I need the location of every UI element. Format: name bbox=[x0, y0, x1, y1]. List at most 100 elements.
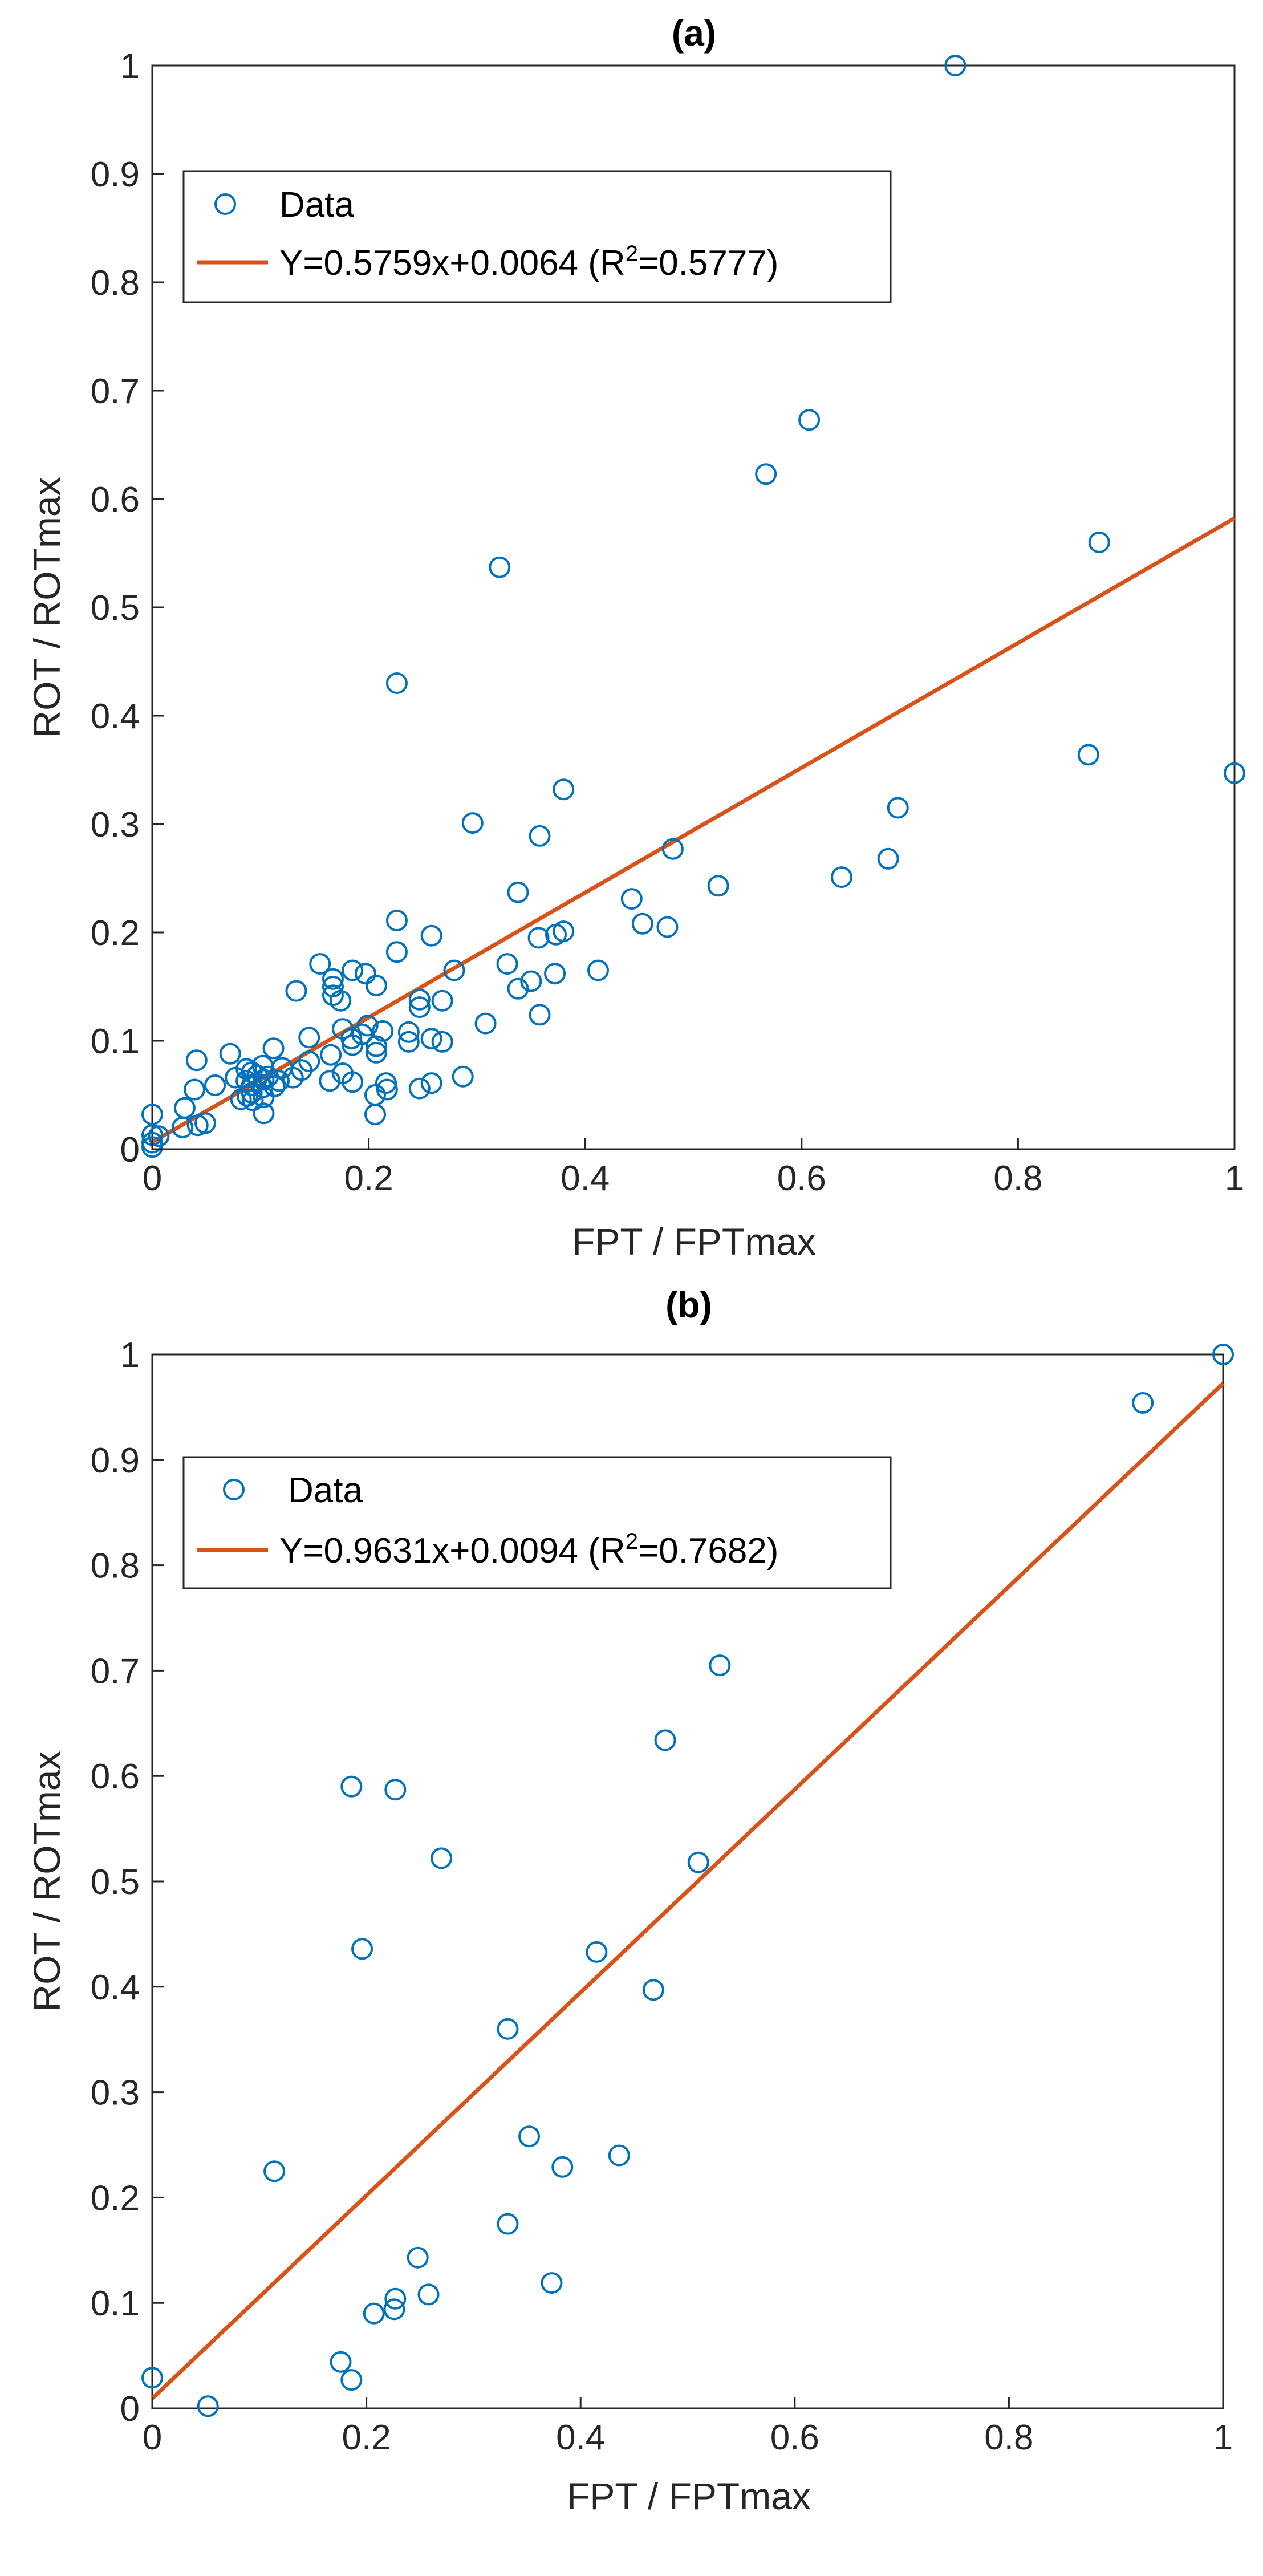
panel-a-data-point bbox=[262, 1037, 285, 1060]
panel-b-legend-fit-label: Y=0.9631x+0.0094 (R2=0.7682) bbox=[279, 1529, 778, 1571]
panel-a-legend-marker bbox=[214, 193, 236, 215]
panel-a-data-point bbox=[385, 672, 408, 694]
panel-b-data-point bbox=[654, 1729, 676, 1751]
panel-b-legend: Data Y=0.9631x+0.0094 (R2=0.7682) bbox=[182, 1456, 892, 1589]
panel-b-fit-line bbox=[151, 1382, 1225, 2400]
panel-b-y-tick-label: 0.3 bbox=[91, 2074, 140, 2113]
panel-a-data-point bbox=[148, 1125, 170, 1147]
panel-b-fit-layer bbox=[151, 1382, 1225, 2400]
panel-a-data-point bbox=[443, 959, 465, 981]
panel-a-data-point bbox=[461, 812, 484, 834]
panel-b-data-point bbox=[363, 2302, 385, 2325]
panel-a-data-point bbox=[631, 912, 653, 935]
panel-b-data-point bbox=[407, 2246, 429, 2269]
panel-b-y-tick-label: 0.2 bbox=[91, 2179, 140, 2218]
panel-a-data-point bbox=[322, 968, 344, 990]
panel-a-data-point bbox=[507, 977, 529, 1000]
panel-a-data-point bbox=[474, 1012, 497, 1035]
panel-a-data-point bbox=[263, 1075, 286, 1097]
panel-a-data-point bbox=[944, 55, 966, 76]
panel-b-data-point bbox=[384, 1779, 407, 1801]
panel-a-data-point bbox=[408, 1077, 431, 1100]
panel-a-data-point bbox=[545, 923, 567, 946]
panel-a-data-point bbox=[553, 778, 575, 801]
panel-b-x-tick-label: 0.2 bbox=[342, 2418, 391, 2457]
panel-b-data-point bbox=[197, 2395, 219, 2417]
panel-b-data-point bbox=[497, 2018, 519, 2040]
panel-a-data-point bbox=[507, 881, 529, 903]
panel-a-y-tick-label: 0.1 bbox=[91, 1022, 140, 1061]
panel-a-data-point bbox=[354, 963, 376, 985]
panel-a-legend-fit-sup: 2 bbox=[626, 241, 638, 266]
panel-b-data-point bbox=[541, 2272, 563, 2294]
panel-a-x-axis-label: FPT / FPTmax bbox=[572, 1220, 816, 1263]
panel-a-data-point bbox=[798, 409, 821, 431]
panel-b-data-point bbox=[351, 1938, 373, 1960]
panel-a-data-point bbox=[620, 888, 643, 910]
panel-a-data-point bbox=[342, 1071, 364, 1093]
panel-b-data-point bbox=[340, 1775, 363, 1798]
panel-a-y-tick-label: 0.2 bbox=[91, 914, 140, 953]
panel-b-x-tick-label: 0.6 bbox=[770, 2418, 819, 2457]
panel-a-data-point bbox=[342, 959, 364, 981]
panel-a-data-point bbox=[241, 1074, 263, 1096]
panel-a-x-tick-label: 0.8 bbox=[993, 1159, 1042, 1198]
panel-a-data-point bbox=[520, 970, 542, 992]
panel-a-data-point bbox=[887, 797, 909, 819]
panel-b-legend-fit-tail: =0.7682) bbox=[638, 1531, 779, 1571]
panel-b-x-axis-label: FPT / FPTmax bbox=[567, 2475, 811, 2517]
panel-a-data-point bbox=[420, 1072, 442, 1094]
panel-a-data-point bbox=[1088, 532, 1110, 553]
panel-b-y-tick-label: 0.9 bbox=[91, 1441, 140, 1480]
panel-b-data-point bbox=[340, 2369, 363, 2391]
panel-a-data-point bbox=[365, 1041, 387, 1064]
panel-a-y-tick-label: 0.6 bbox=[91, 480, 140, 520]
panel-a-legend-fit-main: Y=0.5759x+0.0064 (R bbox=[279, 244, 626, 283]
panel-a-data-point bbox=[242, 1089, 264, 1111]
panel-a-points-layer bbox=[141, 55, 1245, 1158]
panel-a-data-point bbox=[431, 1031, 453, 1053]
panel-a-data-point bbox=[408, 988, 431, 1011]
panel-b-data-point bbox=[431, 1847, 453, 1869]
panel-a-data-point bbox=[253, 1102, 275, 1125]
panel-a-data-point bbox=[527, 927, 550, 949]
panel-a-data-point bbox=[364, 1104, 386, 1126]
panel-a-data-point bbox=[376, 1078, 398, 1101]
panel-a-data-point bbox=[298, 1027, 320, 1049]
panel-b-y-tick-label: 0.4 bbox=[91, 1968, 140, 2007]
panel-b-legend-marker bbox=[223, 1479, 245, 1500]
panel-a-data-point bbox=[877, 847, 899, 870]
panel-a-data-point bbox=[219, 1042, 241, 1065]
panel-a-data-point bbox=[397, 1031, 420, 1053]
panel-a-data-point bbox=[184, 1078, 206, 1101]
panel-a-data-point bbox=[282, 1066, 304, 1089]
panel-a-data-point bbox=[831, 866, 853, 889]
panel-a-x-tick-label: 0 bbox=[143, 1159, 162, 1198]
panel-b-data-point bbox=[497, 2213, 519, 2235]
panel-a-y-tick-label: 0.9 bbox=[91, 155, 140, 194]
panel-b-data-point bbox=[687, 1851, 709, 1873]
panel-b-data-point bbox=[141, 2367, 163, 2389]
panel-a-data-point bbox=[544, 963, 566, 985]
panel-a-data-point bbox=[285, 980, 307, 1002]
panel-a-data-point bbox=[253, 1069, 275, 1091]
panel-b-x-tick-label: 0.4 bbox=[556, 2418, 605, 2457]
panel-a-x-tick-label: 0.4 bbox=[561, 1159, 610, 1198]
panel-a-data-point bbox=[420, 1028, 442, 1050]
panel-b-title: (b) bbox=[665, 1284, 712, 1325]
panel-b-legend-fit-sup: 2 bbox=[626, 1529, 638, 1554]
panel-a-data-point bbox=[1077, 744, 1099, 766]
panel-b-x-tick-label: 0 bbox=[143, 2418, 162, 2457]
panel-a-data-point bbox=[230, 1088, 252, 1110]
panel-b-data-point bbox=[551, 2156, 574, 2178]
panel-b-data-point bbox=[518, 2125, 541, 2148]
panel-a-ticks-layer: 0 0.2 0.4 0.6 0.8 1 0 0.1 0.2 0.3 0.4 0.5 0.6 0.7 0.8 0… bbox=[91, 47, 1244, 1198]
panel-a-data-point bbox=[185, 1049, 208, 1072]
panel-a-legend-data-label: Data bbox=[279, 185, 354, 225]
panel-b-data-point bbox=[417, 2283, 440, 2306]
panel-a-data-point bbox=[431, 989, 453, 1012]
panel-a-x-tick-label: 0.6 bbox=[777, 1159, 826, 1198]
panel-a-data-point bbox=[172, 1117, 194, 1138]
